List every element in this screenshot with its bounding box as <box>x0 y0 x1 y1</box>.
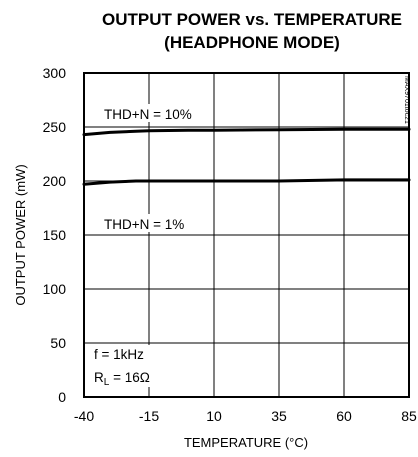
y-tick-labels: 0 50 100 150 200 250 300 <box>43 65 67 405</box>
watermark: MAX9701toc21 <box>403 76 410 124</box>
y-tick-label: 300 <box>43 65 67 81</box>
x-axis-label: TEMPERATURE (°C) <box>184 435 308 450</box>
series-label-10pct: THD+N = 10% <box>104 107 192 122</box>
series-line-thd-10pct <box>82 127 411 137</box>
x-tick-label: 85 <box>401 408 417 424</box>
y-tick-label: 100 <box>43 281 67 297</box>
x-tick-label: 35 <box>271 408 287 424</box>
load-annotation: RL = 16Ω <box>94 370 150 388</box>
label-bg-10 <box>101 104 194 122</box>
y-tick-label: 50 <box>50 335 66 351</box>
x-tick-label: 60 <box>336 408 352 424</box>
label-bg-1 <box>101 214 193 232</box>
x-tick-label: -15 <box>139 408 159 424</box>
series-label-1pct: THD+N = 1% <box>104 217 184 232</box>
x-tick-labels: -40 -15 10 35 60 85 <box>74 408 417 424</box>
load-suffix: = 16Ω <box>109 370 150 385</box>
load-prefix: R <box>94 370 104 385</box>
plot-area-frame <box>83 72 410 398</box>
y-tick-label: 250 <box>43 119 67 135</box>
series-line-thd-1pct <box>82 178 411 186</box>
chart-subtitle: (HEADPHONE MODE) <box>164 33 340 52</box>
chart-title: OUTPUT POWER vs. TEMPERATURE <box>102 10 402 29</box>
load-subscript: L <box>104 377 110 388</box>
y-tick-label: 200 <box>43 173 67 189</box>
series-layer <box>82 127 411 186</box>
x-tick-label: -40 <box>74 408 94 424</box>
x-tick-label: 10 <box>206 408 222 424</box>
y-tick-label: 150 <box>43 227 67 243</box>
condition-bg <box>90 345 170 387</box>
frequency-annotation: f = 1kHz <box>94 347 144 362</box>
y-axis-label: OUTPUT POWER (mW) <box>13 164 28 305</box>
y-tick-label: 0 <box>58 389 66 405</box>
